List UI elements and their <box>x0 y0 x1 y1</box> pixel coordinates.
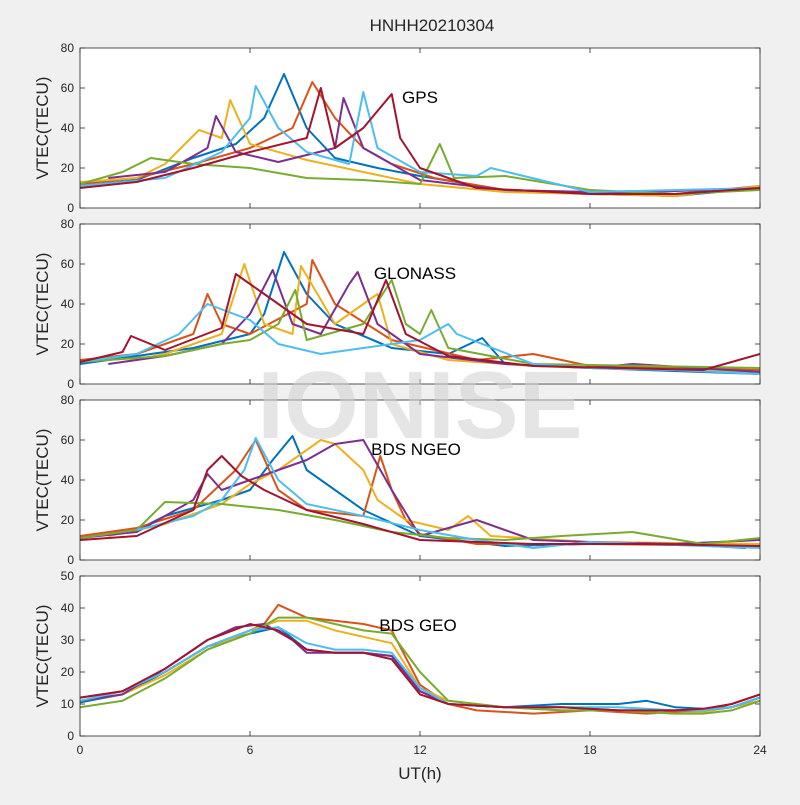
y-tick-label: 80 <box>61 217 75 231</box>
panel-0: 0 20 40 60 80 VTEC(TECU) GPS <box>33 41 761 215</box>
y-tick-label: 60 <box>61 433 75 447</box>
y-axis-label: VTEC(TECU) <box>33 77 52 180</box>
y-tick-label: 0 <box>67 553 74 567</box>
y-tick-label: 20 <box>61 665 75 679</box>
y-tick-label: 20 <box>61 161 75 175</box>
x-axis-label: UT(h) <box>398 764 441 783</box>
series-line-4 <box>80 279 760 369</box>
series-line-6 <box>80 273 760 371</box>
y-tick-label: 60 <box>61 257 75 271</box>
y-axis-label: VTEC(TECU) <box>33 605 52 708</box>
y-tick-label: 40 <box>61 473 75 487</box>
panel-label: BDS NGEO <box>371 440 461 459</box>
figure-title: HNHH20210304 <box>370 16 495 35</box>
y-tick-label: 20 <box>61 337 75 351</box>
y-axis-label: VTEC(TECU) <box>33 429 52 532</box>
series-line-6 <box>80 623 760 712</box>
panel-1: 0 20 40 60 80 VTEC(TECU) GLONASS <box>33 217 761 391</box>
x-tick-label: 6 <box>247 743 254 757</box>
plot-area <box>80 48 760 208</box>
y-tick-label: 80 <box>61 41 75 55</box>
y-tick-label: 50 <box>61 569 75 583</box>
y-tick-label: 30 <box>61 633 75 647</box>
y-tick-label: 20 <box>61 513 75 527</box>
series-line-4 <box>80 616 760 715</box>
x-tick-label: 0 <box>77 743 84 757</box>
panel-label: BDS GEO <box>379 616 456 635</box>
y-tick-label: 0 <box>67 729 74 743</box>
x-tick-label: 18 <box>583 743 597 757</box>
panel-label: GLONASS <box>374 264 456 283</box>
panel-label: GPS <box>402 88 438 107</box>
x-tick-label: 12 <box>413 743 427 757</box>
series-line-0 <box>80 251 760 375</box>
plot-area <box>80 224 760 384</box>
y-tick-label: 0 <box>67 377 74 391</box>
y-tick-label: 40 <box>61 297 75 311</box>
y-axis-label: VTEC(TECU) <box>33 253 52 356</box>
y-tick-label: 80 <box>61 393 75 407</box>
series-line-6 <box>80 455 760 547</box>
panel-3: 0 10 20 30 40 50 0 6 12 18 24 VTEC(TECU) BDS GEO <box>33 569 767 757</box>
series-line-6 <box>80 87 760 195</box>
y-tick-label: 10 <box>61 697 75 711</box>
y-tick-label: 40 <box>61 121 75 135</box>
series-line-3 <box>108 97 760 193</box>
series-line-5 <box>80 85 760 193</box>
x-tick-label: 24 <box>753 743 767 757</box>
series-line-2 <box>108 439 760 545</box>
y-tick-label: 60 <box>61 81 75 95</box>
y-tick-label: 0 <box>67 201 74 215</box>
series-group <box>80 251 760 375</box>
watermark-text: IONISE <box>257 352 582 459</box>
series-group <box>80 603 760 715</box>
panel-2: 0 20 40 60 80 VTEC(TECU) BDS NGEO <box>33 393 761 567</box>
series-group <box>80 73 760 197</box>
y-tick-label: 40 <box>61 601 75 615</box>
series-group <box>80 435 760 549</box>
